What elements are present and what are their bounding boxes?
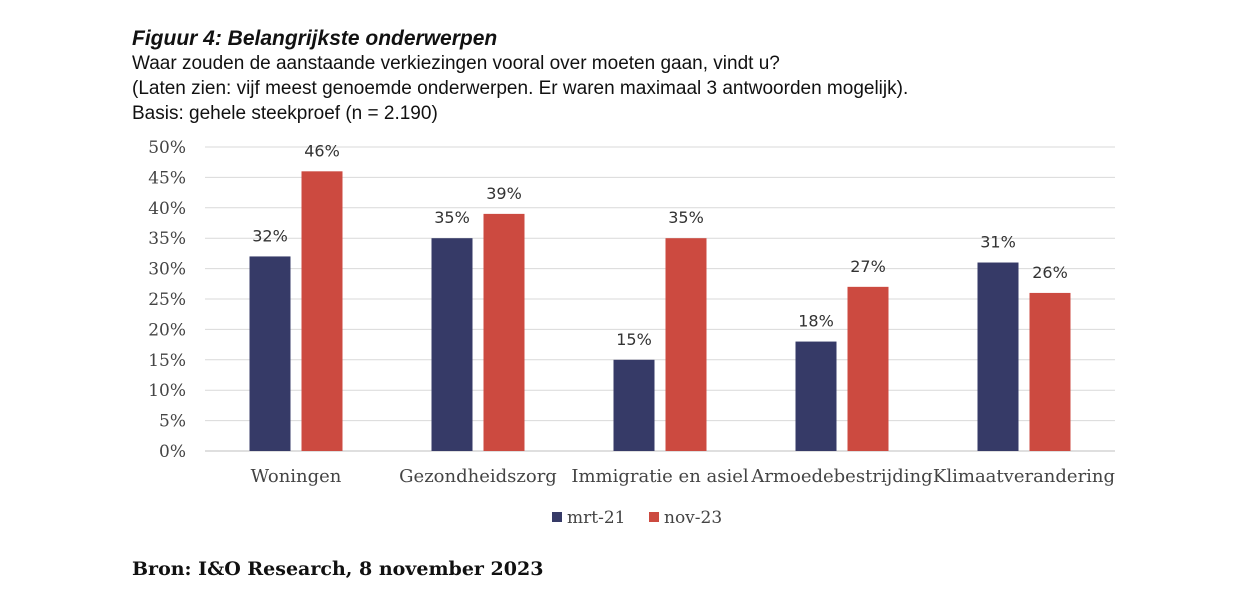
data-label: 35% — [668, 208, 704, 227]
y-tick-label: 30% — [148, 260, 186, 280]
y-tick-label: 45% — [148, 168, 186, 188]
bar-mrt-21 — [977, 262, 1019, 451]
y-tick-label: 20% — [148, 320, 186, 340]
bar-mrt-21 — [613, 359, 655, 451]
legend-label: nov-23 — [664, 508, 722, 528]
data-label: 26% — [1032, 263, 1068, 282]
y-tick-label: 15% — [148, 351, 186, 371]
legend-swatch — [552, 512, 562, 522]
y-tick-label: 50% — [148, 138, 186, 158]
bar-nov-23 — [483, 213, 525, 451]
note-text: (Laten zien: vijf meest genoemde onderwe… — [132, 78, 909, 99]
x-axis-categories: Woningen Gezondheidszorg Immigratie en asi… — [251, 466, 1115, 487]
x-category-label: Klimaatverandering — [933, 466, 1115, 487]
y-tick-label: 40% — [148, 199, 186, 219]
y-tick-label: 5% — [159, 412, 186, 432]
chart-header: Figuur 4: Belangrijkste onderwerpen Waar… — [132, 26, 1132, 126]
bar-nov-23 — [847, 286, 889, 451]
question-text: Waar zouden de aanstaande verkiezingen v… — [132, 53, 780, 74]
data-label: 31% — [980, 233, 1016, 252]
gridlines — [205, 146, 1115, 452]
bar-mrt-21 — [795, 341, 837, 451]
bar-nov-23 — [301, 171, 343, 451]
data-label: 35% — [434, 208, 470, 227]
bars — [249, 171, 1071, 451]
data-labels: 32% 46% 35% 39% 15% 35% 18% 27% 31% 26% — [252, 141, 1068, 348]
bar-nov-23 — [1029, 292, 1071, 451]
figure-title: Figuur 4: Belangrijkste onderwerpen — [132, 27, 498, 50]
x-category-label: Immigratie en asiel — [571, 466, 749, 487]
x-category-label: Gezondheidszorg — [399, 466, 557, 487]
bar-nov-23 — [665, 238, 707, 451]
source-note: Bron: I&O Research, 8 november 2023 — [132, 558, 544, 580]
x-category-label: Woningen — [251, 466, 342, 487]
bar-chart: 0% 5% 10% 15% 20% 25% 30% 35% 40% 45% 50% 32% 46% 35… — [148, 138, 1115, 528]
legend-label: mrt-21 — [567, 508, 625, 528]
base-text: Basis: gehele steekproef (n = 2.190) — [132, 103, 438, 124]
data-label: 27% — [850, 257, 886, 276]
y-axis-ticks: 0% 5% 10% 15% 20% 25% 30% 35% 40% 45% 50% — [148, 138, 186, 462]
data-label: 18% — [798, 312, 834, 331]
y-tick-label: 0% — [159, 442, 186, 462]
bar-mrt-21 — [431, 238, 473, 451]
x-category-label: Armoedebestrijding — [750, 466, 932, 487]
data-label: 39% — [486, 184, 522, 203]
bar-mrt-21 — [249, 256, 291, 451]
y-tick-label: 35% — [148, 229, 186, 249]
data-label: 15% — [616, 330, 652, 349]
legend-swatch — [649, 512, 659, 522]
y-tick-label: 25% — [148, 290, 186, 310]
data-label: 32% — [252, 226, 288, 245]
data-label: 46% — [304, 141, 340, 160]
legend: mrt-21 nov-23 — [552, 508, 722, 528]
y-tick-label: 10% — [148, 381, 186, 401]
